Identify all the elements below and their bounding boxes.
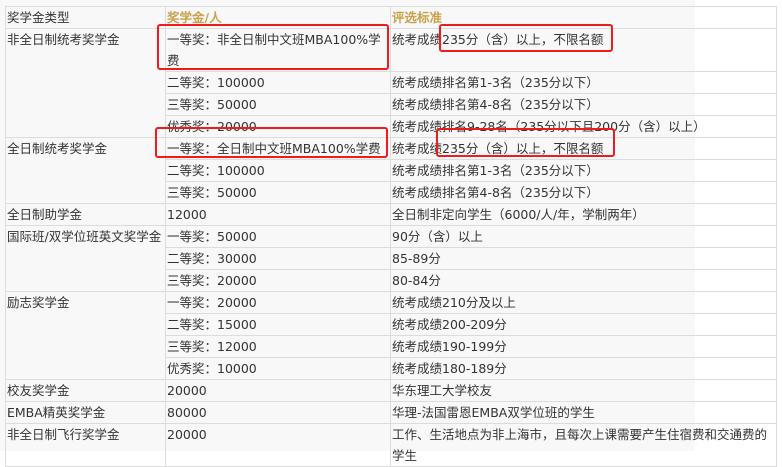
scholarship-amount: 20000 [165,379,391,402]
scholarship-amount: 二等奖：100000 [165,159,391,182]
table-row: 励志奖学金 一等奖：20000 统考成绩210分及以上 [5,291,777,380]
header-criteria: 评选标准 [390,6,777,29]
scholarship-criteria: 统考成绩190-199分 [390,335,777,358]
scholarship-criteria: 统考成绩排名第4-8名（235分以下） [390,93,777,116]
table-row: 三等奖：50000 统考成绩排名第4-8名（235分以下） [6,93,777,116]
scholarship-criteria: 全日制非定向学生（6000/人/年，学制两年） [390,203,777,226]
scholarship-amount: 二等奖：30000 [165,247,391,270]
table-row: 三等奖：20000 80-84分 [6,269,777,292]
table-row: 非全日制飞行奖学金 20000 工作、生活地点为非上海市，且每次上课需要产生住宿费和… [5,423,777,467]
scholarship-amount: 一等奖：非全日制中文班MBA100%学费 [165,28,391,72]
scholarship-type: 励志奖学金 [5,291,166,380]
scholarship-type: 全日制统考奖学金 [5,137,166,204]
scholarship-criteria: 统考成绩200-209分 [390,313,777,336]
scholarship-criteria: 工作、生活地点为非上海市，且每次上课需要产生住宿费和交通费的学生 [390,423,777,467]
scholarship-criteria: 统考成绩180-189分 [390,357,777,380]
scholarship-amount: 三等奖：12000 [165,335,391,358]
scholarship-amount: 优秀奖：20000 [165,115,391,138]
header-type: 奖学金类型 [5,6,166,29]
scholarship-amount: 一等奖：50000 [165,225,391,248]
scholarship-amount: 一等奖：20000 [165,291,391,314]
table-row: 二等奖：100000 统考成绩排名第1-3名（235分以下） [6,159,777,182]
table-row: 全日制统考奖学金 一等奖：全日制中文班MBA100%学费 统考成绩235分（含）以上… [5,137,777,204]
scholarship-criteria: 华理-法国雷恩EMBA双学位班的学生 [390,401,777,424]
scholarship-type: 校友奖学金 [5,379,166,402]
scholarship-criteria: 统考成绩排名9-28名（235分以下且200分（含）以上） [390,115,777,138]
scholarship-amount: 二等奖：100000 [165,71,391,94]
scholarship-criteria: 80-84分 [390,269,777,292]
table-row: 优秀奖：20000 统考成绩排名9-28名（235分以下且200分（含）以上） [6,115,777,138]
scholarship-criteria: 统考成绩235分（含）以上，不限名额 [390,137,777,160]
scholarship-amount: 三等奖：50000 [165,93,391,116]
header-amount: 奖学金/人 [165,6,391,29]
table-row: 全日制助学金 12000 全日制非定向学生（6000/人/年，学制两年） [5,203,777,226]
scholarship-criteria: 华东理工大学校友 [390,379,777,402]
scholarship-criteria: 统考成绩排名第1-3名（235分以下） [390,71,777,94]
scholarship-table: 奖学金类型 奖学金/人 评选标准 非全日制统考奖学金 一等奖：非全日制中文班MBA… [5,6,777,467]
table-row: EMBA精英奖学金 80000 华理-法国雷恩EMBA双学位班的学生 [5,401,777,424]
table-row: 非全日制统考奖学金 一等奖：非全日制中文班MBA100%学费 统考成绩235分（含）… [5,28,777,138]
scholarship-amount: 80000 [165,401,391,424]
scholarship-amount: 一等奖：全日制中文班MBA100%学费 [165,137,391,160]
scholarship-criteria: 统考成绩235分（含）以上，不限名额 [390,28,777,72]
scholarship-amount: 二等奖：15000 [165,313,391,336]
scholarship-criteria: 90分（含）以上 [390,225,777,248]
scholarship-criteria: 85-89分 [390,247,777,270]
scholarship-amount: 12000 [165,203,391,226]
table-row: 校友奖学金 20000 华东理工大学校友 [5,379,777,402]
scholarship-criteria: 统考成绩排名第4-8名（235分以下） [390,181,777,204]
table-header-row: 奖学金类型 奖学金/人 评选标准 [5,6,777,29]
scholarship-criteria: 统考成绩排名第1-3名（235分以下） [390,159,777,182]
scholarship-type: 全日制助学金 [5,203,166,226]
scholarship-amount: 优秀奖：10000 [165,357,391,380]
table-row: 国际班/双学位班英文奖学金 一等奖：50000 90分（含）以上 [5,225,777,292]
scholarship-type: EMBA精英奖学金 [5,401,166,424]
scholarship-amount: 三等奖：20000 [165,269,391,292]
scholarship-type: 国际班/双学位班英文奖学金 [5,225,166,292]
table-row: 优秀奖：10000 统考成绩180-189分 [6,357,777,380]
scholarship-type: 非全日制统考奖学金 [5,28,166,138]
table-row: 二等奖：15000 统考成绩200-209分 [6,313,777,336]
scholarship-criteria: 统考成绩210分及以上 [390,291,777,314]
scholarship-amount: 三等奖：50000 [165,181,391,204]
scholarship-type: 非全日制飞行奖学金 [5,423,166,467]
scholarship-amount: 20000 [165,423,391,467]
